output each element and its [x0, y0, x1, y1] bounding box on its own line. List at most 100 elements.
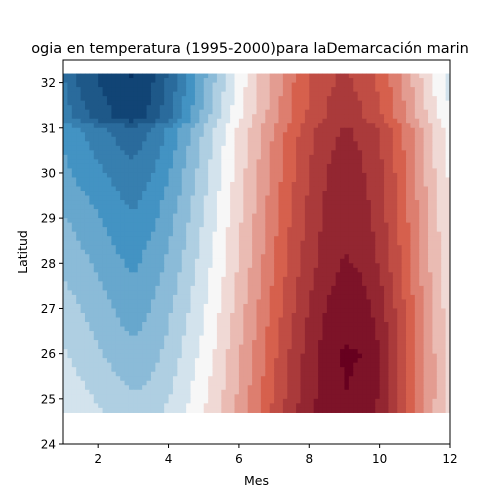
heatmap-cell [370, 299, 376, 305]
heatmap-cell [124, 322, 130, 328]
heatmap-cell [296, 141, 302, 147]
heatmap-cell [63, 285, 68, 291]
heatmap-cell [445, 231, 450, 237]
heatmap-cell [155, 263, 161, 269]
heatmap-cell [392, 132, 398, 138]
heatmap-cell [322, 213, 328, 219]
heatmap-cell [234, 159, 240, 165]
heatmap-cell [401, 290, 407, 296]
heatmap-cell [291, 100, 297, 106]
heatmap-cell [370, 290, 376, 296]
heatmap-cell [397, 240, 403, 246]
heatmap-cell [353, 308, 359, 314]
heatmap-cell [168, 213, 174, 219]
heatmap-cell [348, 249, 354, 255]
heatmap-cell [168, 254, 174, 260]
heatmap-cell [106, 195, 112, 201]
heatmap-cell [265, 213, 271, 219]
heatmap-cell [362, 132, 368, 138]
heatmap-cell [186, 308, 192, 314]
heatmap-cell [230, 136, 236, 142]
heatmap-cell [155, 100, 161, 106]
heatmap-cell [76, 326, 82, 332]
heatmap-cell [300, 249, 306, 255]
heatmap-cell [353, 209, 359, 215]
heatmap-cell [172, 136, 178, 142]
heatmap-cell [432, 322, 438, 328]
heatmap-cell [287, 240, 293, 246]
heatmap-cell [84, 322, 90, 328]
heatmap-cell [309, 159, 315, 165]
heatmap-cell [190, 132, 196, 138]
heatmap-cell [252, 299, 258, 305]
heatmap-cell [120, 105, 126, 111]
heatmap-cell [252, 213, 258, 219]
heatmap-cell [340, 154, 346, 160]
heatmap-cell [106, 312, 112, 319]
heatmap-cell [419, 82, 425, 88]
heatmap-cell [401, 195, 407, 201]
heatmap-cell [203, 317, 209, 323]
heatmap-cell [155, 105, 161, 111]
heatmap-cell [379, 308, 385, 314]
heatmap-cell [128, 136, 134, 142]
heatmap-cell [269, 249, 275, 255]
heatmap-cell [252, 195, 258, 201]
heatmap-cell [252, 249, 258, 255]
heatmap-cell [445, 294, 450, 301]
heatmap-cell [208, 281, 214, 287]
heatmap-cell [128, 240, 134, 246]
heatmap-cell [128, 258, 134, 264]
heatmap-cell [243, 127, 249, 133]
heatmap-cell [190, 168, 196, 174]
heatmap-cell [159, 118, 165, 124]
heatmap-cell [436, 312, 442, 319]
heatmap-cell [366, 136, 372, 142]
heatmap-cell [423, 127, 429, 133]
heatmap-cell [300, 317, 306, 323]
heatmap-cell [84, 294, 90, 301]
heatmap-cell [436, 317, 442, 323]
heatmap-cell [278, 258, 284, 264]
heatmap-cell [265, 114, 271, 120]
heatmap-cell [63, 204, 68, 210]
heatmap-cell [133, 163, 139, 170]
heatmap-cell [445, 186, 450, 192]
heatmap-cell [379, 200, 385, 206]
heatmap-cell [348, 281, 354, 287]
heatmap-cell [247, 213, 253, 219]
heatmap-cell [216, 218, 222, 224]
heatmap-cell [340, 132, 346, 138]
heatmap-cell [238, 163, 244, 170]
heatmap-cell [230, 150, 236, 156]
heatmap-cell [71, 114, 77, 120]
heatmap-cell [278, 231, 284, 237]
heatmap-cell [168, 100, 174, 106]
heatmap-cell [221, 109, 227, 115]
heatmap-cell [309, 136, 315, 142]
heatmap-cell [93, 145, 99, 151]
heatmap-cell [212, 308, 218, 314]
heatmap-cell [375, 299, 381, 305]
heatmap-cell [172, 290, 178, 296]
heatmap-cell [98, 141, 104, 147]
heatmap-cell [80, 285, 86, 291]
heatmap-cell [221, 290, 227, 296]
heatmap-cell [67, 191, 73, 197]
heatmap-cell [102, 181, 108, 188]
heatmap-cell [428, 209, 434, 215]
heatmap-cell [225, 303, 231, 310]
heatmap-cell [282, 186, 288, 192]
heatmap-cell [401, 78, 407, 84]
heatmap-cell [172, 312, 178, 319]
heatmap-cell [230, 213, 236, 219]
heatmap-cell [432, 100, 438, 106]
heatmap-cell [335, 114, 341, 120]
heatmap-cell [98, 73, 104, 79]
heatmap-cell [84, 303, 90, 310]
heatmap-cell [362, 294, 368, 301]
heatmap-cell [203, 127, 209, 133]
heatmap-cell [445, 177, 450, 183]
heatmap-cell [247, 154, 253, 160]
heatmap-cell [106, 186, 112, 192]
